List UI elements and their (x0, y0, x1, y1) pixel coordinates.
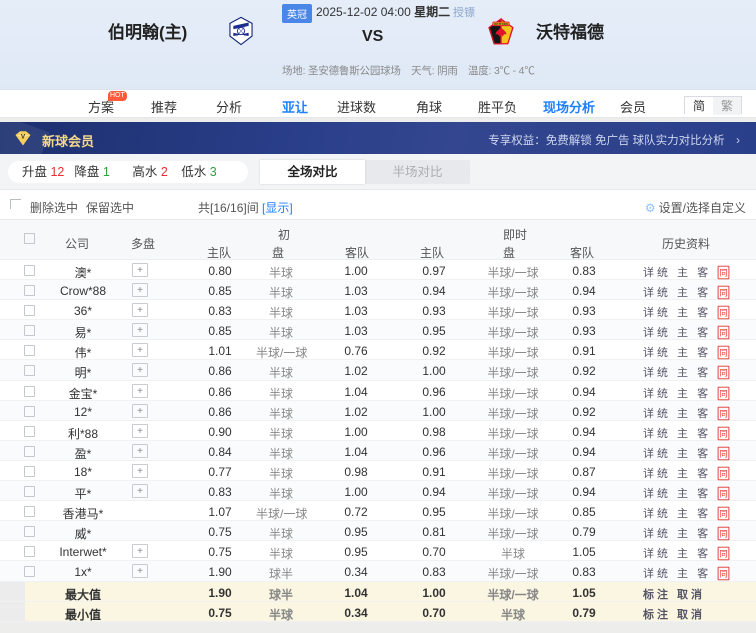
svg-text:V: V (21, 133, 26, 140)
svg-text:WATFORD: WATFORD (494, 22, 508, 26)
